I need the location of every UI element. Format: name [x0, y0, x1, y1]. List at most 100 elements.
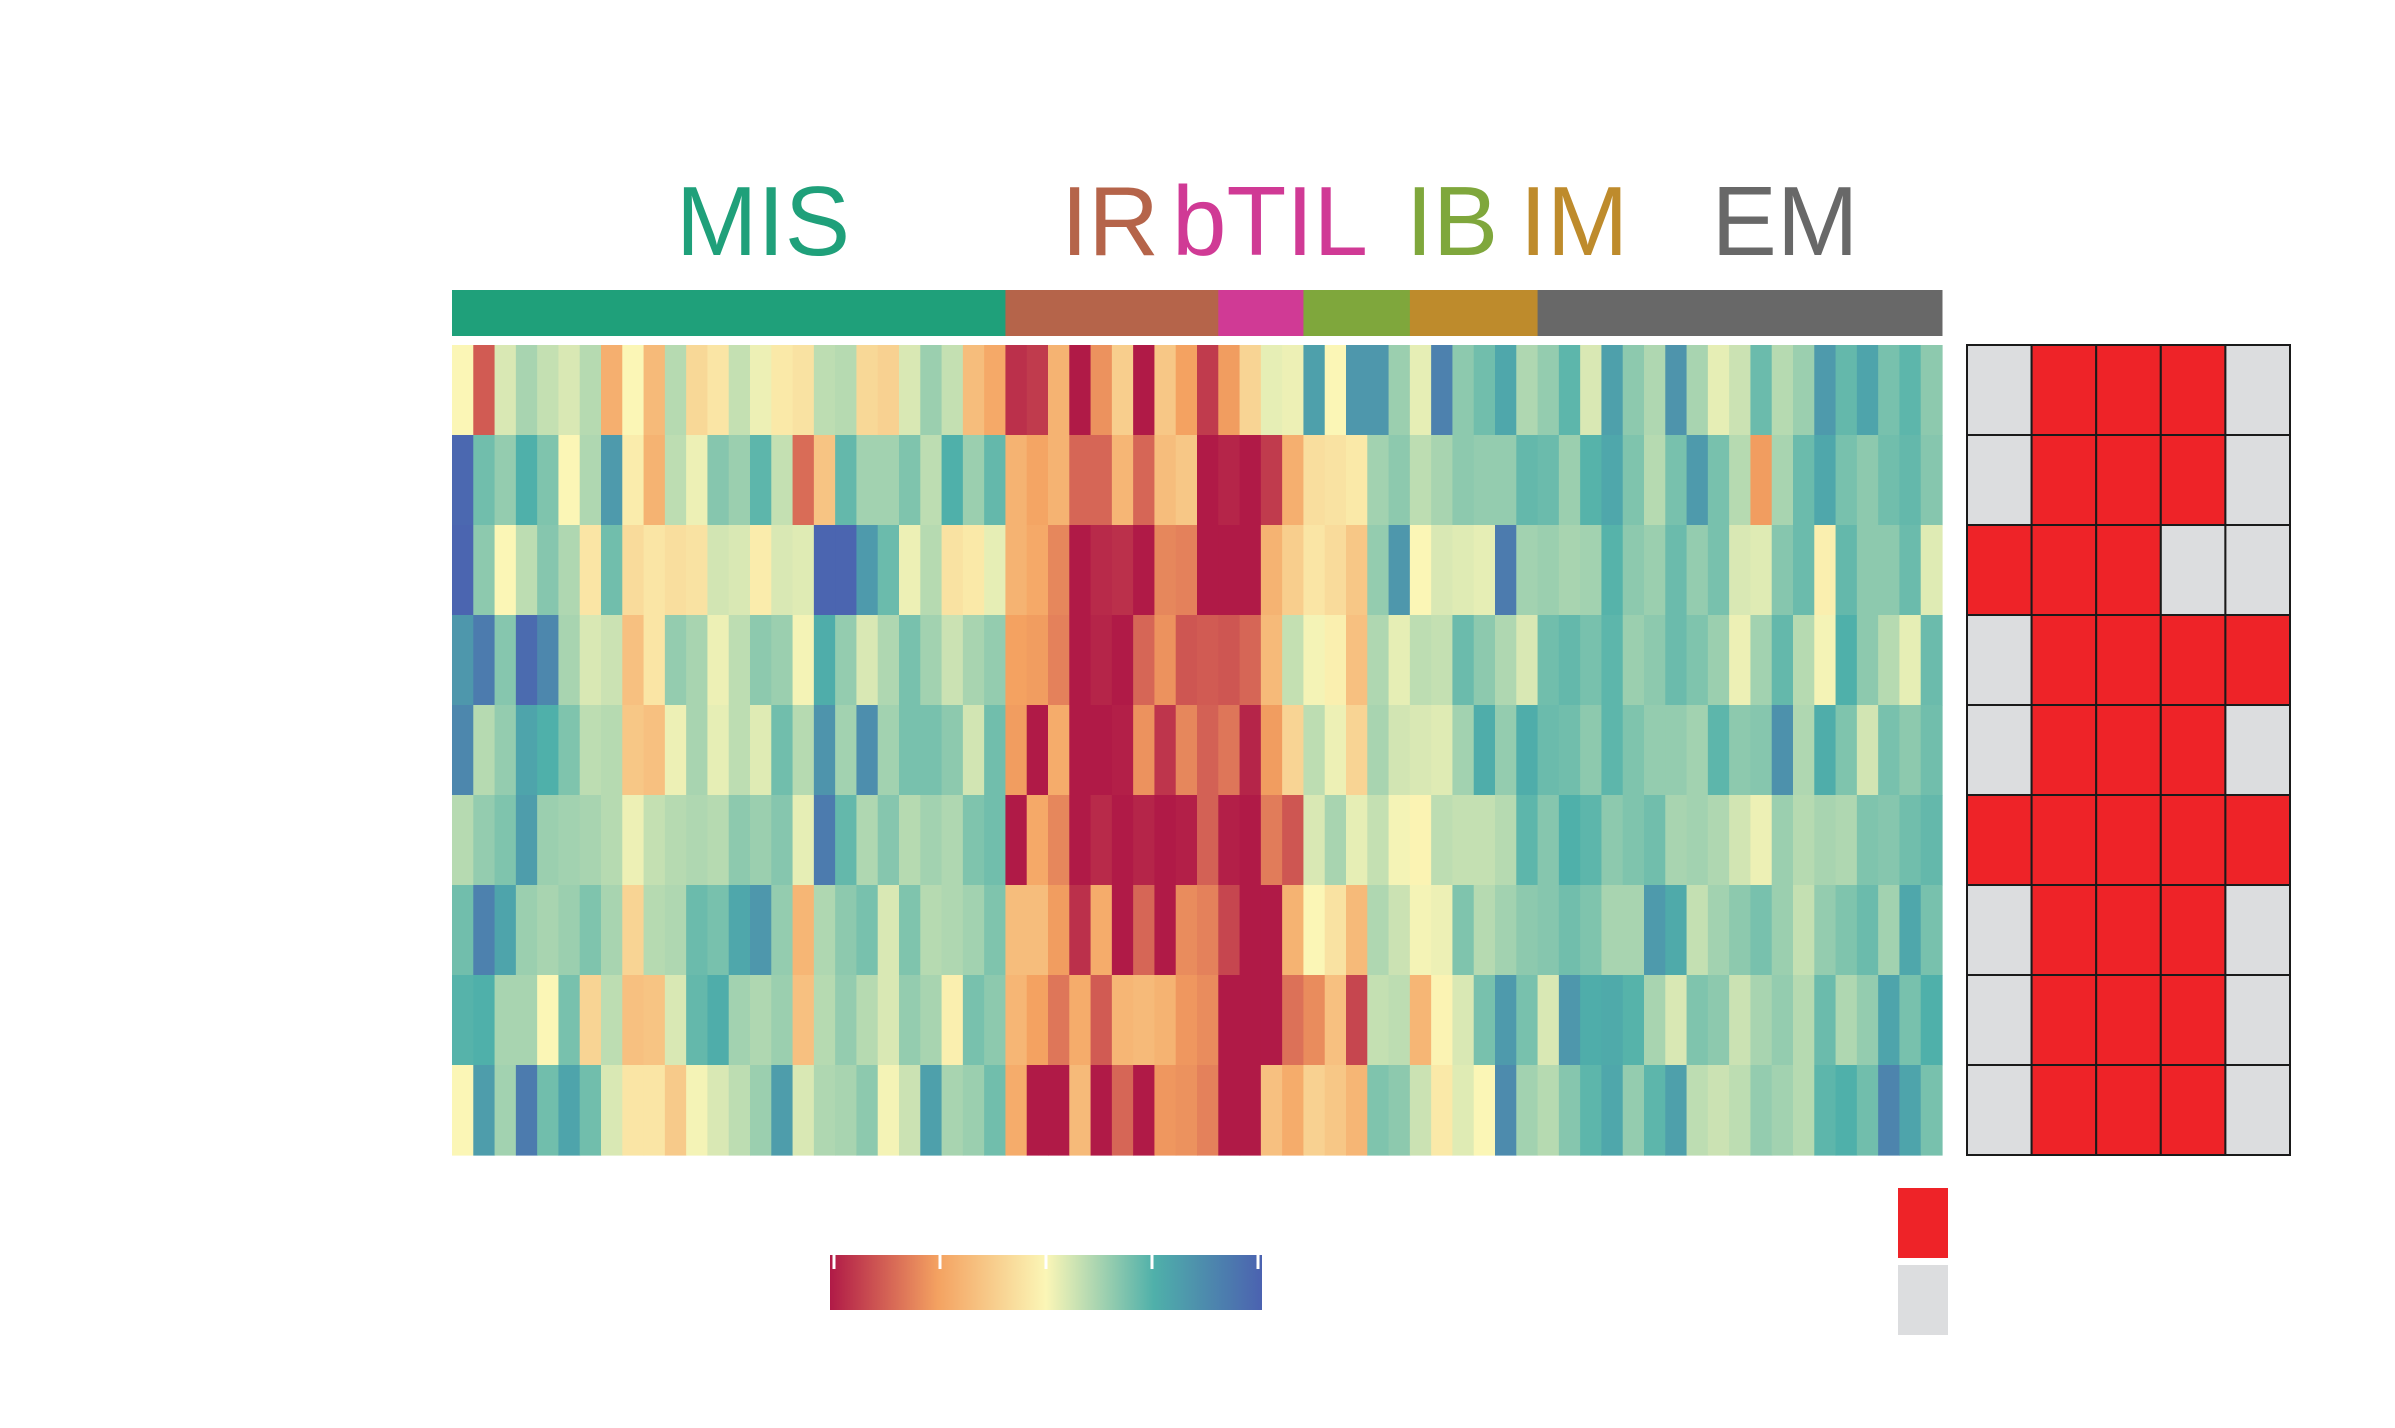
- heatmap-cell: [1665, 705, 1688, 796]
- heatmap-cell: [1750, 345, 1773, 436]
- heatmap-cell: [941, 615, 964, 706]
- heatmap-cell: [1346, 795, 1368, 886]
- heatmap-cell: [1686, 705, 1709, 796]
- heatmap-cell: [1580, 345, 1603, 436]
- heatmap-cell: [728, 795, 751, 886]
- heatmap-cell: [728, 1065, 751, 1156]
- heatmap-cell: [622, 435, 645, 526]
- heatmap-cell: [707, 885, 730, 976]
- heatmap-cell: [1622, 1065, 1645, 1156]
- heatmap-cell: [1260, 435, 1283, 526]
- heatmap-cell: [792, 885, 815, 976]
- heatmap-cell: [1111, 345, 1134, 436]
- heatmap-cell: [792, 705, 815, 796]
- side-matrix-cell: [1966, 614, 2033, 706]
- heatmap-cell: [771, 345, 794, 436]
- heatmap-cell: [856, 435, 879, 526]
- heatmap-cell: [1324, 525, 1347, 616]
- heatmap-cell: [1665, 525, 1688, 616]
- heatmap-cell: [1048, 795, 1070, 886]
- heatmap-cell: [813, 525, 836, 616]
- side-matrix-cell: [2159, 884, 2227, 976]
- heatmap-cell: [1239, 975, 1262, 1066]
- group-label-im: IM: [1520, 166, 1629, 276]
- heatmap-cell: [643, 795, 666, 886]
- heatmap-cell: [1388, 615, 1411, 706]
- heatmap-cell: [962, 615, 985, 706]
- heatmap-cell: [707, 795, 730, 886]
- heatmap-cell: [1495, 435, 1517, 526]
- heatmap-cell: [1367, 525, 1390, 616]
- group-label-ib: IB: [1406, 166, 1499, 276]
- heatmap-cell: [1282, 1065, 1305, 1156]
- heatmap-cell: [558, 435, 581, 526]
- heatmap-cell: [643, 1065, 666, 1156]
- heatmap-cell: [1707, 615, 1730, 706]
- heatmap-cell: [1111, 435, 1134, 526]
- heatmap-cell: [1260, 705, 1283, 796]
- heatmap-cell: [1111, 705, 1134, 796]
- heatmap-cell: [1665, 885, 1688, 976]
- heatmap-cell: [1239, 885, 1262, 976]
- heatmap-cell: [1920, 885, 1943, 976]
- heatmap-cell: [1048, 975, 1070, 1066]
- heatmap-cell: [1452, 795, 1475, 886]
- heatmap-cell: [1644, 705, 1666, 796]
- heatmap-cell: [1197, 435, 1219, 526]
- heatmap-cell: [920, 435, 943, 526]
- heatmap-cell: [1814, 975, 1837, 1066]
- heatmap-cell: [1005, 975, 1028, 1066]
- heatmap-cell: [643, 705, 666, 796]
- heatmap-cell: [1175, 525, 1198, 616]
- heatmap-cell: [1367, 615, 1390, 706]
- heatmap-cell: [494, 975, 517, 1066]
- heatmap-cell: [601, 975, 623, 1066]
- heatmap-cell: [1729, 435, 1752, 526]
- heatmap-cell: [1601, 885, 1624, 976]
- heatmap-cell: [1218, 525, 1241, 616]
- heatmap-cell: [1707, 795, 1730, 886]
- heatmap-cell: [1239, 345, 1262, 436]
- heatmap-cell: [835, 975, 858, 1066]
- side-matrix-cell: [2095, 884, 2162, 976]
- heatmap-cell: [1835, 975, 1858, 1066]
- side-matrix-cell: [2224, 704, 2291, 796]
- heatmap-cell: [1793, 435, 1815, 526]
- heatmap-cell: [1771, 795, 1794, 886]
- heatmap-cell: [1537, 1065, 1560, 1156]
- heatmap-cell: [835, 705, 858, 796]
- heatmap-cell: [1239, 435, 1262, 526]
- heatmap-cell: [1367, 345, 1390, 436]
- group-label-ir: IR: [1061, 166, 1159, 276]
- heatmap-cell: [686, 525, 709, 616]
- heatmap-cell: [1197, 525, 1219, 616]
- heatmap-cell: [601, 525, 623, 616]
- heatmap-cell: [728, 885, 751, 976]
- heatmap-cell: [1324, 885, 1347, 976]
- heatmap-cell: [1558, 615, 1581, 706]
- heatmap-cell: [1367, 1065, 1390, 1156]
- side-matrix-cell: [1966, 884, 2033, 976]
- heatmap-cell: [1878, 705, 1901, 796]
- heatmap-cell: [1899, 435, 1922, 526]
- heatmap-cell: [856, 705, 879, 796]
- heatmap-cell: [643, 435, 666, 526]
- heatmap-cell: [813, 615, 836, 706]
- side-matrix-cell: [2159, 614, 2227, 706]
- heatmap-cell: [877, 345, 900, 436]
- heatmap-cell: [1516, 345, 1539, 436]
- heatmap-cell: [1409, 345, 1432, 436]
- heatmap-cell: [1154, 705, 1177, 796]
- heatmap-cell: [1367, 795, 1390, 886]
- heatmap-cell: [1537, 435, 1560, 526]
- group-annotation-bar: [452, 290, 1943, 336]
- heatmap-cell: [1537, 975, 1560, 1066]
- heatmap-cell: [515, 525, 538, 616]
- heatmap-cell: [1558, 975, 1581, 1066]
- heatmap-cell: [1729, 795, 1752, 886]
- heatmap-cell: [1495, 525, 1517, 616]
- heatmap-cell: [1282, 795, 1305, 886]
- heatmap-cell: [1090, 435, 1113, 526]
- heatmap-cell: [473, 615, 496, 706]
- heatmap-cell: [1707, 345, 1730, 436]
